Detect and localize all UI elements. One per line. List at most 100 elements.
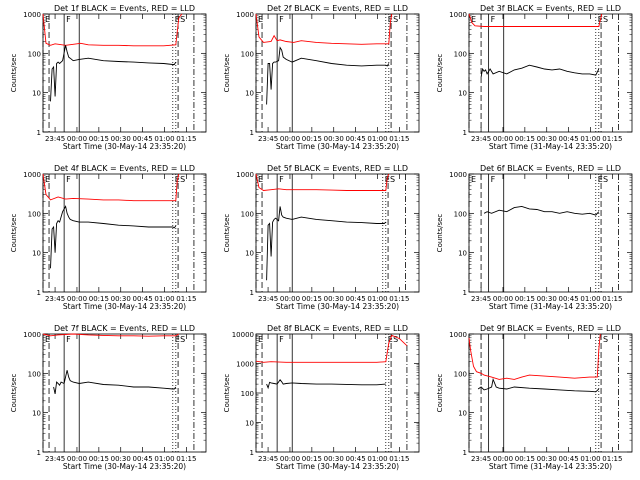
x-axis-label: Start Time (30-May-14 23:35:20): [276, 142, 399, 151]
y-tick-label: 100: [28, 210, 41, 218]
chart-title: Det 4f BLACK = Events, RED = LLD: [54, 164, 195, 173]
series-line-2: [480, 64, 600, 78]
series-line-2: [50, 205, 177, 269]
marker-label: E: [598, 175, 603, 184]
x-tick-label: 01:15: [389, 295, 409, 303]
x-axis-label: Start Time (30-May-14 23:35:20): [63, 142, 186, 151]
plot-frame: [255, 173, 420, 293]
series-line-2: [266, 46, 390, 105]
x-tick-label: 00:15: [89, 135, 109, 143]
x-tick-label: 00:30: [537, 295, 557, 303]
chart-title: Det 3f BLACK = Events, RED = LLD: [480, 4, 621, 13]
y-tick-label: 1000: [449, 171, 467, 179]
chart-panel-7: Det 7f BLACK = Events, RED = LLD 1 10 100 10…: [10, 324, 207, 471]
y-tick-label: 1: [250, 449, 254, 457]
x-tick-label: 01:00: [154, 295, 174, 303]
x-tick-label: 00:30: [324, 135, 344, 143]
chart-panel-9: Det 9f BLACK = Events, RED = LLD 1 10 100 10…: [436, 324, 633, 471]
x-tick-label: 01:15: [176, 455, 196, 463]
x-tick-label: 00:30: [537, 455, 557, 463]
x-tick-label: 01:00: [580, 135, 600, 143]
x-tick-label: 01:00: [154, 455, 174, 463]
x-tick-label: 01:15: [602, 295, 622, 303]
y-tick-label: 1000: [236, 171, 254, 179]
x-tick-label: 00:45: [346, 135, 366, 143]
series-line-1: [255, 334, 408, 363]
x-tick-label: 00:15: [515, 135, 535, 143]
x-tick-label: 23:45: [258, 455, 278, 463]
y-tick-label: 10: [458, 90, 467, 98]
y-tick-label: 10: [32, 90, 41, 98]
x-axis-label: Start Time (30-May-14 23:35:20): [63, 302, 186, 311]
x-tick-label: 00:15: [302, 295, 322, 303]
x-axis-label: Start Time (31-May-14 23:35:20): [489, 302, 612, 311]
marker-label: F: [279, 15, 284, 24]
marker-label: S: [180, 335, 185, 344]
y-tick-label: 10: [245, 90, 254, 98]
y-tick-label: 1000: [23, 171, 41, 179]
chart-panel-4: Det 4f BLACK = Events, RED = LLD 1 10 100 10…: [10, 164, 207, 311]
y-tick-label: 1: [463, 129, 467, 137]
chart-panel-8: Det 8f BLACK = Events, RED = LLD 1 10 100 10…: [223, 324, 420, 471]
x-axis-label: Start Time (30-May-14 23:35:20): [276, 302, 399, 311]
x-tick-label: 00:00: [67, 455, 87, 463]
series-line-2: [266, 379, 386, 390]
x-tick-label: 00:15: [89, 295, 109, 303]
y-tick-label: 10: [245, 250, 254, 258]
x-tick-label: 00:30: [537, 135, 557, 143]
marker-label: S: [603, 15, 608, 24]
y-axis-label: Counts/sec: [10, 54, 18, 93]
y-tick-label: 100: [28, 370, 41, 378]
x-tick-label: 01:00: [367, 455, 387, 463]
y-tick-label: 100: [241, 390, 254, 398]
marker-label: E: [471, 175, 476, 184]
y-tick-label: 100: [28, 50, 41, 58]
marker-label: E: [258, 15, 263, 24]
x-axis-label: Start Time (30-May-14 23:35:20): [63, 462, 186, 471]
x-tick-label: 00:00: [280, 135, 300, 143]
x-tick-label: 00:00: [280, 295, 300, 303]
x-tick-label: 00:45: [346, 295, 366, 303]
x-tick-label: 00:45: [559, 135, 579, 143]
x-tick-label: 00:00: [67, 295, 87, 303]
marker-label: E: [388, 15, 393, 24]
y-tick-label: 100: [241, 50, 254, 58]
series-line-2: [477, 377, 600, 393]
series-line-2: [50, 45, 177, 102]
y-tick-label: 1000: [236, 361, 254, 369]
series-line-1: [468, 13, 603, 27]
chart-title: Det 9f BLACK = Events, RED = LLD: [480, 324, 621, 333]
y-tick-label: 1: [250, 289, 254, 297]
y-axis-label: Counts/sec: [436, 214, 444, 253]
marker-label: E: [471, 15, 476, 24]
marker-label: S: [180, 175, 185, 184]
y-tick-label: 1: [463, 289, 467, 297]
plot-frame: [468, 173, 633, 293]
y-axis-label: Counts/sec: [223, 54, 231, 93]
plot-frame: [468, 333, 633, 453]
y-tick-label: 100: [241, 210, 254, 218]
series-line-1: [468, 333, 601, 380]
plot-frame: [255, 333, 420, 453]
x-tick-label: 00:30: [324, 295, 344, 303]
x-tick-label: 00:45: [559, 295, 579, 303]
y-tick-label: 10000: [232, 331, 254, 339]
marker-label: E: [175, 335, 180, 344]
x-tick-label: 01:15: [389, 135, 409, 143]
x-tick-label: 01:00: [367, 135, 387, 143]
x-tick-label: 00:30: [111, 135, 131, 143]
x-axis-label: Start Time (31-May-14 23:35:20): [489, 462, 612, 471]
marker-label: S: [180, 15, 185, 24]
marker-label: E: [45, 335, 50, 344]
x-tick-label: 00:30: [324, 455, 344, 463]
plot-frame: [42, 173, 207, 293]
y-tick-label: 100: [454, 210, 467, 218]
marker-label: F: [279, 175, 284, 184]
x-tick-label: 00:15: [302, 455, 322, 463]
y-tick-label: 10: [458, 250, 467, 258]
chart-panel-3: Det 3f BLACK = Events, RED = LLD 1 10 100 10…: [436, 4, 633, 151]
y-tick-label: 1000: [23, 11, 41, 19]
x-tick-label: 23:45: [258, 295, 278, 303]
y-axis-label: Counts/sec: [223, 374, 231, 413]
